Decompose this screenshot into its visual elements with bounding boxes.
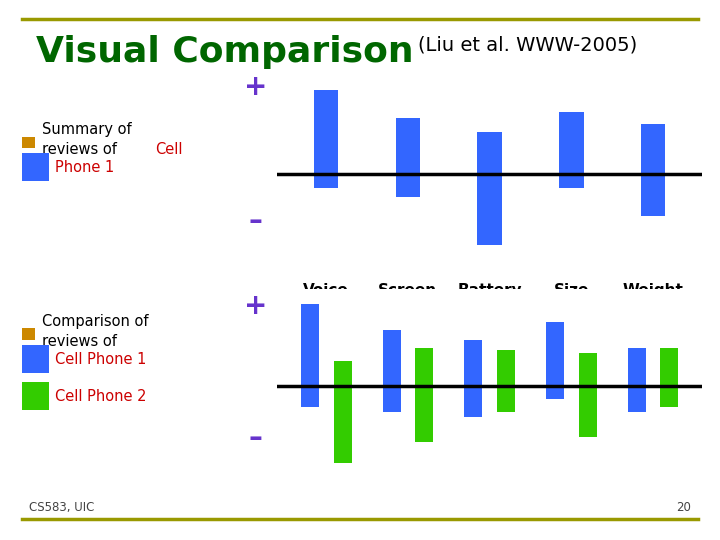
Bar: [497, 350, 515, 386]
Bar: [396, 118, 420, 174]
Bar: [546, 386, 564, 399]
Bar: [314, 174, 338, 188]
Text: (Liu et al. WWW-2005): (Liu et al. WWW-2005): [418, 35, 637, 54]
Text: Cell Phone 1: Cell Phone 1: [55, 352, 146, 367]
Bar: [641, 124, 665, 174]
Bar: [333, 361, 351, 386]
Bar: [415, 386, 433, 442]
Bar: [477, 174, 502, 245]
Text: –: –: [248, 424, 263, 452]
Bar: [660, 386, 678, 407]
Bar: [546, 322, 564, 386]
Bar: [477, 132, 502, 174]
Bar: [497, 386, 515, 411]
Bar: [579, 353, 597, 386]
Bar: [382, 386, 400, 411]
Text: –: –: [248, 207, 263, 235]
Bar: [464, 340, 482, 386]
Bar: [22, 345, 49, 373]
Bar: [464, 386, 482, 417]
Bar: [660, 348, 678, 386]
Text: +: +: [244, 73, 267, 101]
Text: +: +: [244, 292, 267, 320]
Bar: [22, 153, 49, 181]
Bar: [382, 330, 400, 386]
Bar: [301, 386, 319, 407]
Text: 20: 20: [676, 501, 691, 514]
Bar: [628, 386, 646, 411]
Text: reviews of: reviews of: [42, 334, 117, 349]
Text: Cell Phone 2: Cell Phone 2: [55, 389, 146, 404]
Bar: [22, 328, 35, 340]
Bar: [641, 174, 665, 217]
Bar: [415, 348, 433, 386]
Bar: [301, 304, 319, 386]
Bar: [396, 174, 420, 197]
Text: Visual Comparison: Visual Comparison: [36, 35, 413, 69]
Text: Cell: Cell: [155, 142, 182, 157]
Bar: [559, 112, 583, 174]
Bar: [22, 382, 49, 410]
Text: CS583, UIC: CS583, UIC: [29, 501, 94, 514]
Bar: [314, 90, 338, 174]
Bar: [333, 386, 351, 463]
Text: reviews of: reviews of: [42, 142, 117, 157]
Text: Summary of: Summary of: [42, 122, 131, 137]
Text: Comparison of: Comparison of: [42, 314, 148, 329]
Bar: [579, 386, 597, 437]
Bar: [628, 348, 646, 386]
Bar: [559, 174, 583, 188]
Text: Phone 1: Phone 1: [55, 160, 114, 176]
Bar: [22, 137, 35, 148]
